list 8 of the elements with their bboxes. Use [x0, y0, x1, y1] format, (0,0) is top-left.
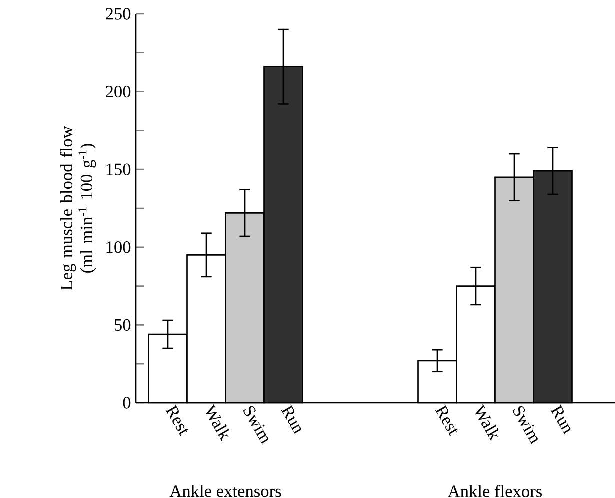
text: Ankle extensors [170, 485, 282, 498]
y-tick-label: 100 [106, 242, 131, 254]
y-tick-label: 150 [106, 164, 131, 176]
y-tick-label: 50 [114, 319, 131, 332]
y-tick-label: 0 [123, 397, 131, 409]
y-tick-label: 200 [106, 86, 131, 98]
y-tick-label: 250 [106, 8, 131, 20]
text: Ankle flexors [448, 485, 542, 498]
